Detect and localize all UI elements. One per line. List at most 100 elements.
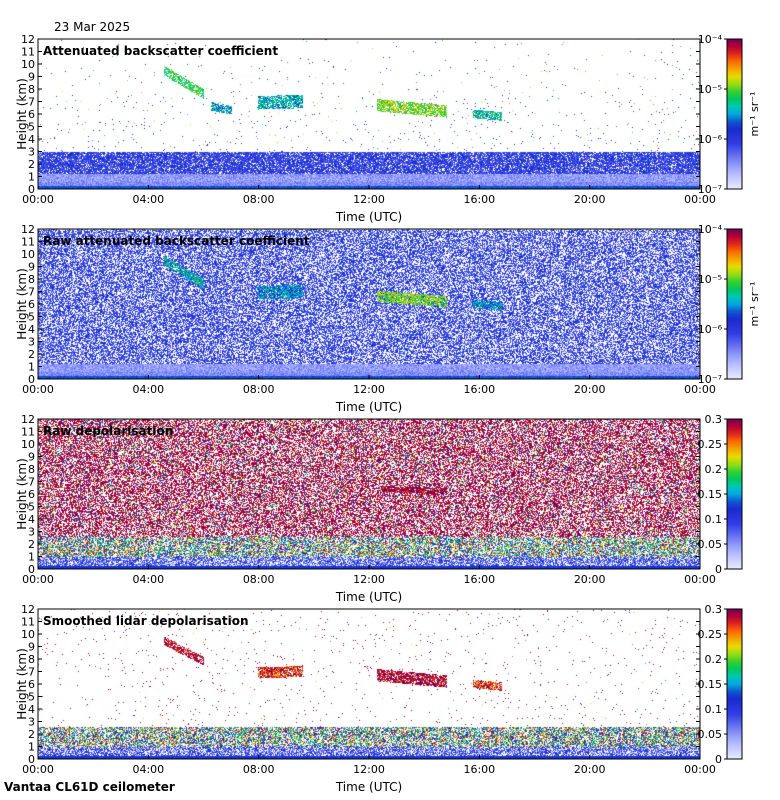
y-tick-label: 4	[28, 703, 35, 716]
y-tick-label: 9	[28, 261, 35, 274]
y-tick-label: 9	[28, 451, 35, 464]
colorbar	[726, 38, 743, 190]
y-tick-label: 0	[28, 563, 35, 576]
y-tick-label: 12	[21, 413, 35, 426]
x-tick-label: 04:00	[132, 763, 164, 776]
colorbar-tick-label: 0.2	[705, 463, 723, 476]
y-tick-label: 11	[21, 46, 35, 59]
colorbar-tick-label: 0.25	[698, 438, 723, 451]
x-tick-label: 12:00	[353, 193, 385, 206]
colorbar-tick-label: 0.1	[705, 513, 723, 526]
colorbar-unit: m⁻¹ sr⁻¹	[748, 282, 761, 327]
y-tick-label: 9	[28, 71, 35, 84]
colorbar-tick-label: 0	[715, 753, 722, 766]
x-axis-label: Time (UTC)	[335, 210, 402, 224]
y-tick-label: 4	[28, 133, 35, 146]
x-tick-label: 08:00	[243, 383, 275, 396]
y-tick-label: 1	[28, 171, 35, 184]
chart-panel-1: Attenuated backscatter coefficient 012345…	[15, 33, 761, 224]
colorbar-unit: m⁻¹ sr⁻¹	[748, 92, 761, 137]
heatmap-field	[38, 609, 700, 759]
colorbar-tick-label: 0	[715, 563, 722, 576]
y-tick-label: 6	[28, 678, 35, 691]
y-tick-label: 8	[28, 463, 35, 476]
y-tick-label: 4	[28, 513, 35, 526]
y-tick-label: 0	[28, 183, 35, 196]
colorbar	[726, 418, 743, 570]
x-tick-label: 20:00	[574, 763, 606, 776]
x-axis-label: Time (UTC)	[335, 590, 402, 604]
x-tick-label: 00:00	[684, 763, 716, 776]
y-tick-label: 3	[28, 336, 35, 349]
heatmap-field	[38, 229, 700, 379]
y-tick-label: 2	[28, 728, 35, 741]
x-tick-label: 00:00	[22, 383, 54, 396]
x-tick-label: 20:00	[574, 383, 606, 396]
panel-title: Smoothed lidar depolarisation	[43, 614, 249, 628]
colorbar-tick-label: 0.15	[698, 488, 723, 501]
colorbar-tick-label: 10⁻⁴	[698, 223, 723, 236]
x-tick-label: 00:00	[684, 193, 716, 206]
y-tick-label: 1	[28, 741, 35, 754]
y-tick-label: 10	[21, 438, 35, 451]
panel-title: Attenuated backscatter coefficient	[43, 44, 278, 58]
panel-title: Raw depolarisation	[43, 424, 173, 438]
x-axis-label: Time (UTC)	[335, 780, 402, 794]
y-tick-label: 8	[28, 653, 35, 666]
colorbar-tick-label: 0.2	[705, 653, 723, 666]
y-axis-label: Height (km)	[15, 268, 29, 339]
y-tick-label: 2	[28, 348, 35, 361]
x-tick-label: 00:00	[684, 383, 716, 396]
y-tick-label: 4	[28, 323, 35, 336]
y-tick-label: 3	[28, 146, 35, 159]
y-tick-label: 8	[28, 273, 35, 286]
x-tick-label: 16:00	[463, 193, 495, 206]
y-tick-label: 11	[21, 236, 35, 249]
y-tick-label: 12	[21, 223, 35, 236]
y-tick-label: 3	[28, 526, 35, 539]
chart-panel-4: Smoothed lidar depolarisation01234567891…	[15, 603, 743, 794]
heatmap-field	[38, 419, 700, 569]
instrument-label: Vantaa CL61D ceilometer	[4, 780, 175, 794]
colorbar-tick-label: 0.05	[698, 728, 723, 741]
y-tick-label: 5	[28, 121, 35, 134]
y-tick-label: 6	[28, 298, 35, 311]
y-tick-label: 7	[28, 96, 35, 109]
y-tick-label: 11	[21, 426, 35, 439]
colorbar-tick-label: 10⁻⁴	[698, 33, 723, 46]
x-tick-label: 00:00	[22, 573, 54, 586]
x-tick-label: 04:00	[132, 573, 164, 586]
x-tick-label: 04:00	[132, 383, 164, 396]
y-tick-label: 7	[28, 286, 35, 299]
y-tick-label: 10	[21, 628, 35, 641]
y-tick-label: 0	[28, 753, 35, 766]
x-tick-label: 04:00	[132, 193, 164, 206]
y-axis-label: Height (km)	[15, 458, 29, 529]
y-tick-label: 1	[28, 551, 35, 564]
heatmap-field	[38, 39, 700, 189]
colorbar-tick-label: 0.05	[698, 538, 723, 551]
y-tick-label: 5	[28, 691, 35, 704]
colorbar-tick-label: 0.25	[698, 628, 723, 641]
y-tick-label: 5	[28, 311, 35, 324]
y-tick-label: 6	[28, 108, 35, 121]
colorbar	[726, 608, 743, 760]
colorbar-tick-label: 10⁻⁶	[698, 133, 723, 146]
y-axis-label: Height (km)	[15, 78, 29, 149]
colorbar-tick-label: 0.1	[705, 703, 723, 716]
y-tick-label: 7	[28, 666, 35, 679]
colorbar-tick-label: 10⁻⁷	[698, 373, 722, 386]
x-tick-label: 08:00	[243, 573, 275, 586]
panel-title: Raw attenuated backscatter coefficient	[43, 234, 310, 248]
y-tick-label: 2	[28, 538, 35, 551]
y-tick-label: 10	[21, 58, 35, 71]
x-tick-label: 00:00	[684, 573, 716, 586]
x-tick-label: 16:00	[463, 383, 495, 396]
x-tick-label: 00:00	[22, 193, 54, 206]
y-tick-label: 10	[21, 248, 35, 261]
colorbar-tick-label: 10⁻⁵	[698, 83, 722, 96]
y-tick-label: 9	[28, 641, 35, 654]
y-tick-label: 3	[28, 716, 35, 729]
x-tick-label: 16:00	[463, 763, 495, 776]
y-tick-label: 2	[28, 158, 35, 171]
